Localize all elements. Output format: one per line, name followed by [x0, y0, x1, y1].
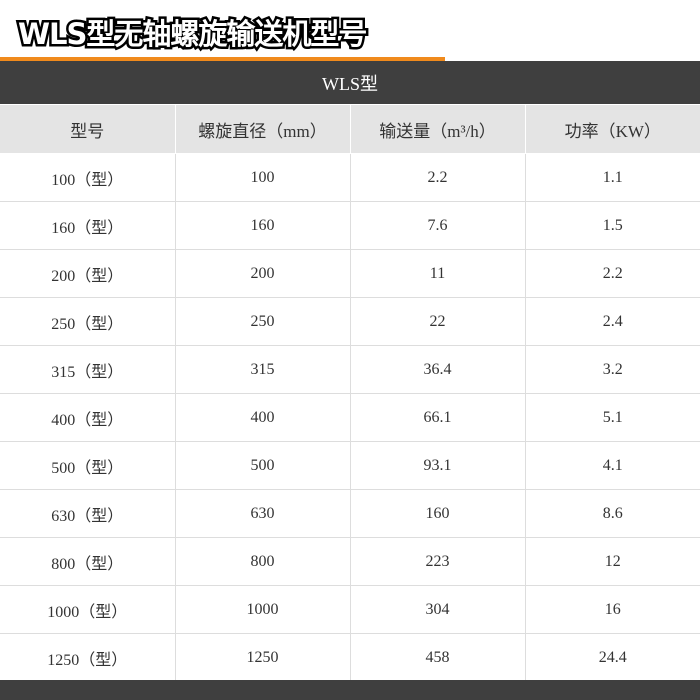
cell-capacity: 7.6	[349, 201, 526, 250]
cell-capacity: 2.2	[349, 153, 526, 202]
cell-power: 12	[524, 537, 700, 586]
table-row: 315（型） 315 36.4 3.2	[0, 345, 700, 394]
cell-capacity: 22	[349, 297, 526, 346]
cell-capacity: 36.4	[349, 345, 526, 394]
table-row: 200（型） 200 11 2.2	[0, 249, 700, 298]
accent-divider	[0, 57, 445, 61]
header-diameter: 螺旋直径（mm）	[174, 104, 351, 154]
cell-diameter: 400	[174, 393, 351, 442]
cell-diameter: 315	[174, 345, 351, 394]
header-row: 型号 螺旋直径（mm） 输送量（m³/h） 功率（KW）	[0, 104, 700, 154]
header-capacity: 输送量（m³/h）	[349, 104, 526, 154]
cell-power: 16	[524, 585, 700, 634]
table-caption: WLS型	[0, 61, 700, 104]
table-row: 1250（型） 1250 458 24.4	[0, 633, 700, 682]
cell-model: 160（型）	[0, 201, 176, 250]
table-row: 250（型） 250 22 2.4	[0, 297, 700, 346]
table-row: 500（型） 500 93.1 4.1	[0, 441, 700, 490]
spec-table: 型号 螺旋直径（mm） 输送量（m³/h） 功率（KW） 100（型） 100 2.…	[0, 104, 700, 682]
cell-power: 2.2	[524, 249, 700, 298]
header-model: 型号	[0, 104, 176, 154]
table-row: 400（型） 400 66.1 5.1	[0, 393, 700, 442]
table-row: 1000（型） 1000 304 16	[0, 585, 700, 634]
cell-model: 250（型）	[0, 297, 176, 346]
cell-model: 315（型）	[0, 345, 176, 394]
cell-power: 3.2	[524, 345, 700, 394]
cell-capacity: 223	[349, 537, 526, 586]
cell-diameter: 1250	[174, 633, 351, 682]
cell-diameter: 160	[174, 201, 351, 250]
cell-power: 24.4	[524, 633, 700, 682]
cell-capacity: 458	[349, 633, 526, 682]
table-row: 100（型） 100 2.2 1.1	[0, 153, 700, 202]
cell-diameter: 200	[174, 249, 351, 298]
cell-capacity: 93.1	[349, 441, 526, 490]
cell-diameter: 1000	[174, 585, 351, 634]
cell-diameter: 100	[174, 153, 351, 202]
cell-power: 4.1	[524, 441, 700, 490]
cell-model: 1250（型）	[0, 633, 176, 682]
cell-model: 500（型）	[0, 441, 176, 490]
cell-diameter: 630	[174, 489, 351, 538]
cell-capacity: 160	[349, 489, 526, 538]
cell-diameter: 500	[174, 441, 351, 490]
cell-power: 1.5	[524, 201, 700, 250]
cell-capacity: 66.1	[349, 393, 526, 442]
cell-model: 400（型）	[0, 393, 176, 442]
cell-diameter: 800	[174, 537, 351, 586]
header-power: 功率（KW）	[524, 104, 700, 154]
cell-model: 630（型）	[0, 489, 176, 538]
cell-capacity: 304	[349, 585, 526, 634]
cell-diameter: 250	[174, 297, 351, 346]
cell-model: 800（型）	[0, 537, 176, 586]
table-row: 160（型） 160 7.6 1.5	[0, 201, 700, 250]
cell-power: 1.1	[524, 153, 700, 202]
cell-power: 5.1	[524, 393, 700, 442]
cell-model: 1000（型）	[0, 585, 176, 634]
cell-capacity: 11	[349, 249, 526, 298]
cell-model: 200（型）	[0, 249, 176, 298]
footer-band	[0, 680, 700, 700]
table-row: 800（型） 800 223 12	[0, 537, 700, 586]
cell-model: 100（型）	[0, 153, 176, 202]
table-row: 630（型） 630 160 8.6	[0, 489, 700, 538]
cell-power: 2.4	[524, 297, 700, 346]
page-title: WLS型无轴螺旋输送机型号	[15, 15, 369, 54]
cell-power: 8.6	[524, 489, 700, 538]
